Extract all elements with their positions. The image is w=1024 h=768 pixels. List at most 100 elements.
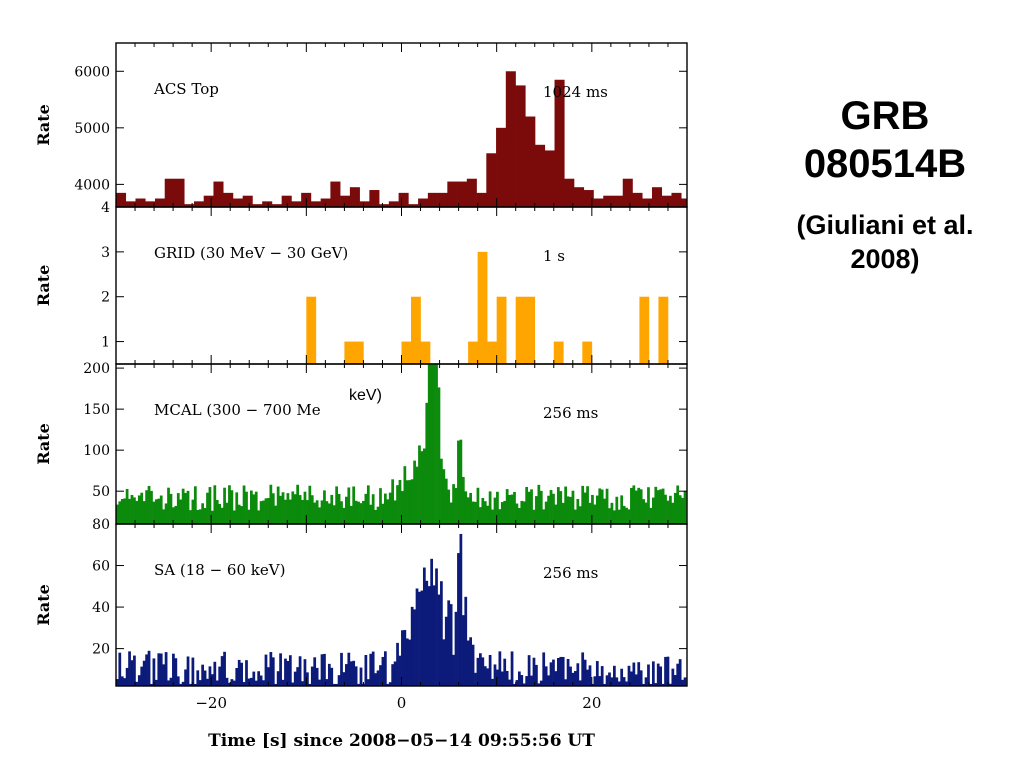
panel-4-bar bbox=[330, 667, 334, 686]
panel-4-bar bbox=[159, 653, 163, 686]
panel-3-bar bbox=[388, 492, 392, 524]
panel-3-bar bbox=[622, 505, 626, 524]
panel-4-bar bbox=[440, 581, 443, 686]
panel-3-bar bbox=[301, 499, 304, 524]
panel-4-bar bbox=[150, 683, 153, 686]
panel-1-bar bbox=[525, 116, 536, 207]
panel-3-bar bbox=[535, 496, 538, 524]
panel-3-bar bbox=[223, 487, 226, 524]
panel-4-bar bbox=[422, 567, 426, 686]
panel-3-bar bbox=[500, 502, 504, 524]
panel-1-bar bbox=[496, 127, 507, 207]
panel-4-bar bbox=[120, 676, 124, 686]
panel-3-bar bbox=[193, 486, 197, 524]
panel-1-bin-label: 1024 ms bbox=[543, 83, 608, 101]
panel-3-bar bbox=[664, 494, 667, 524]
panel-4-bar bbox=[157, 653, 161, 686]
panel-2-bar bbox=[411, 296, 421, 364]
panel-3-bar bbox=[452, 484, 455, 524]
panel-4-bar bbox=[471, 644, 475, 686]
panel-3-bar bbox=[564, 486, 568, 524]
panel-4-bar bbox=[371, 651, 375, 686]
panel-3-bar bbox=[288, 499, 292, 524]
panel-3-bar bbox=[398, 479, 402, 524]
panel-3-bar bbox=[496, 491, 499, 524]
panel-4-bar bbox=[483, 666, 487, 686]
panel-1-bar bbox=[135, 198, 146, 207]
panel-4-bar bbox=[274, 683, 278, 686]
panel-1-bar bbox=[535, 144, 546, 207]
panel-4-bar bbox=[430, 558, 434, 686]
panel-3-bar bbox=[154, 499, 158, 524]
panel-4-bar bbox=[359, 667, 363, 686]
panel-3-bar bbox=[627, 509, 631, 524]
x-tick-label: 0 bbox=[397, 694, 407, 712]
panel-3-bar bbox=[274, 505, 278, 524]
panel-4-bar bbox=[452, 654, 455, 686]
panel-3-bar bbox=[257, 510, 261, 524]
panel-4-bar bbox=[676, 663, 680, 686]
panel-3-bar bbox=[291, 491, 295, 524]
panel-3-bar bbox=[342, 507, 346, 524]
panel-4-bar bbox=[301, 681, 304, 686]
panel-3-bar bbox=[186, 490, 190, 524]
panel-4-bar bbox=[625, 681, 628, 686]
panel-2-frame bbox=[115, 206, 688, 365]
panel-3-bar bbox=[245, 491, 248, 524]
panel-4-bar bbox=[595, 661, 599, 686]
panel-2-bar bbox=[496, 296, 507, 364]
panel-3-bar bbox=[620, 495, 624, 524]
panel-4-bar bbox=[154, 679, 158, 686]
panel-4-bar bbox=[293, 671, 297, 686]
panel-4-bar bbox=[242, 682, 246, 686]
panel-4-bar bbox=[659, 666, 663, 686]
panel-3-bar bbox=[651, 497, 655, 524]
panel-3-bar bbox=[203, 508, 207, 524]
panel-4-bar bbox=[271, 657, 275, 686]
panel-3-ytick-label: 150 bbox=[83, 402, 110, 418]
panel-3-bar bbox=[150, 490, 153, 524]
panel-4-bar bbox=[203, 670, 207, 686]
panel-4-bar bbox=[586, 669, 589, 686]
panel-4-bar bbox=[498, 651, 502, 686]
panel-4-bar bbox=[269, 652, 273, 686]
panel-3-bar bbox=[464, 491, 468, 524]
panel-3-bar bbox=[140, 492, 144, 524]
panel-1-bar bbox=[447, 181, 458, 207]
panel-3-bar bbox=[401, 491, 404, 524]
panel-1-bar bbox=[574, 187, 585, 207]
panel-4-bar bbox=[418, 591, 421, 686]
panel-3-bar bbox=[359, 503, 363, 524]
panel-4-bar bbox=[379, 665, 382, 686]
panel-3-bar bbox=[306, 500, 309, 524]
panel-3-bar bbox=[642, 499, 645, 524]
panel-4-bar bbox=[683, 677, 687, 686]
panel-4-bar bbox=[591, 683, 594, 686]
panel-3-bar bbox=[527, 491, 531, 524]
panel-3-bar bbox=[362, 500, 365, 524]
panel-1-bar bbox=[515, 85, 526, 207]
panel-4-bar bbox=[547, 675, 550, 686]
panel-3-bar bbox=[357, 501, 360, 524]
panel-1-bar bbox=[505, 71, 516, 207]
panel-3-bar bbox=[673, 492, 677, 524]
panel-3-bar bbox=[211, 510, 214, 524]
panel-3-bar bbox=[137, 495, 141, 524]
panel-3-bar bbox=[600, 489, 604, 524]
panel-3-bar bbox=[547, 495, 550, 524]
panel-4-bar bbox=[125, 667, 129, 686]
panel-3-bar bbox=[286, 493, 290, 524]
panel-3-bar bbox=[142, 501, 146, 524]
panel-3-bar bbox=[352, 486, 356, 524]
panel-3-bar bbox=[427, 364, 431, 524]
panel-3-bar bbox=[230, 490, 234, 524]
panel-3-bar bbox=[345, 496, 348, 524]
panel-3-bar bbox=[610, 502, 614, 524]
panel-3-bar bbox=[432, 364, 436, 524]
panel-1-bar bbox=[184, 204, 195, 207]
panel-1-bar bbox=[583, 190, 594, 207]
panel-4-bar bbox=[461, 615, 465, 686]
panel-4-bar bbox=[578, 680, 582, 686]
panel-1-bar bbox=[242, 195, 253, 207]
panel-1-bar bbox=[174, 178, 185, 207]
